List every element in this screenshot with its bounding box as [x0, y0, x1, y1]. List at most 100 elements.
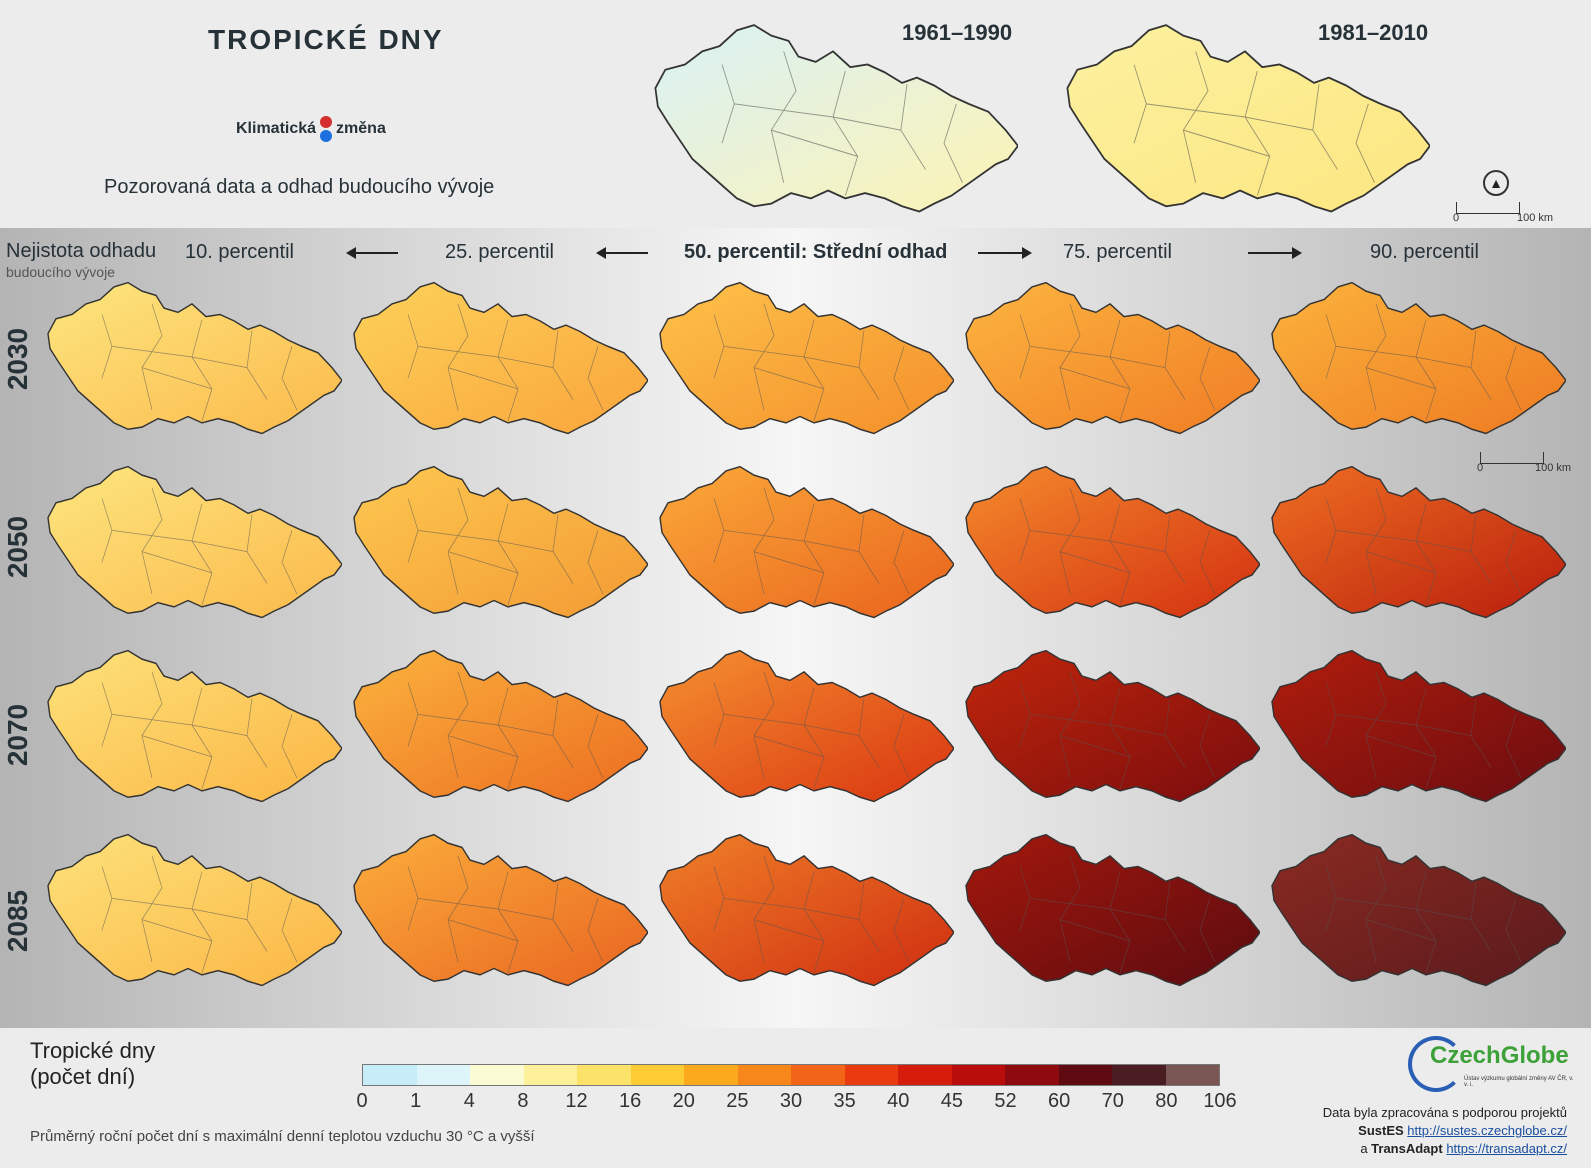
scale-zero-grid: 0 [1477, 462, 1484, 474]
legend-swatch [630, 1065, 684, 1085]
uncertainty-sublabel: budoucího vývoje [6, 264, 115, 280]
credits-line1: Data byla zpracována s podporou projektů [1322, 1105, 1567, 1120]
legend-swatch [523, 1065, 577, 1085]
legend-note: Průměrný roční počet dní s maximální den… [30, 1128, 535, 1145]
map-2030-p10 [47, 281, 342, 435]
legend-tick-label: 4 [463, 1090, 475, 1112]
period-label-1981-2010: 1981–2010 [1318, 20, 1429, 45]
map-2030-p75 [965, 281, 1260, 435]
map-2050-p50 [659, 465, 954, 619]
project-1-link[interactable]: http://sustes.czechglobe.cz/ [1407, 1123, 1567, 1138]
map-2050-p75 [965, 465, 1260, 619]
percentile-25-label: 25. percentil [445, 241, 554, 263]
year-label-2030: 2030 [2, 327, 33, 391]
map-2050-p90 [1271, 465, 1566, 619]
map-2085-p90 [1271, 833, 1566, 987]
legend-color-bar [362, 1064, 1220, 1086]
legend-tick-label: 8 [517, 1090, 529, 1112]
legend-swatch [951, 1065, 1005, 1085]
legend-swatch [898, 1065, 952, 1085]
map-2030-p25 [353, 281, 648, 435]
map-2050-p25 [353, 465, 648, 619]
observed-map-1981-2010 [1066, 24, 1430, 213]
legend-swatch [1058, 1065, 1112, 1085]
scale-km-grid: 100 km [1535, 462, 1572, 474]
legend-tick-label: 0 [356, 1090, 368, 1112]
period-label-1961-1990: 1961–1990 [902, 20, 1013, 45]
legend-swatch [791, 1065, 845, 1085]
legend-swatch [416, 1065, 470, 1085]
project-2-link[interactable]: https://transadapt.cz/ [1446, 1141, 1567, 1156]
czechglobe-name: CzechGlobe [1430, 1042, 1569, 1069]
project-2-name: TransAdapt [1371, 1141, 1443, 1156]
scale-zero-top: 0 [1453, 212, 1460, 224]
logo-text-right: změna [336, 120, 386, 137]
logo-dots-icon [320, 116, 333, 142]
year-label-2085: 2085 [2, 889, 33, 953]
map-2085-p10 [47, 833, 342, 987]
project-1-name: SustES [1358, 1123, 1404, 1138]
arrow-left-icon [596, 247, 648, 259]
legend-tick-label: 1 [410, 1090, 422, 1112]
legend-swatch [1112, 1065, 1166, 1085]
map-2030-p90 [1271, 281, 1566, 435]
legend-swatch [470, 1065, 524, 1085]
percentile-50-label: 50. percentil: Střední odhad [684, 241, 948, 263]
page-title: TROPICKÉ DNY [208, 24, 444, 55]
project-2-prefix: a [1360, 1141, 1368, 1156]
legend-tick-label: 25 [726, 1090, 749, 1112]
year-label-2070: 2070 [2, 703, 33, 767]
observed-map-1961-1990 [654, 24, 1018, 213]
legend-tick-label: 80 [1155, 1090, 1178, 1112]
legend-tick-label: 35 [833, 1090, 856, 1112]
map-2070-p75 [965, 649, 1260, 803]
percentile-10-label: 10. percentil [185, 241, 294, 263]
legend-tick-label: 60 [1048, 1090, 1071, 1112]
map-2070-p90 [1271, 649, 1566, 803]
logo-text-left: Klimatická [236, 120, 317, 137]
legend-band [0, 1028, 1591, 1168]
percentile-75-label: 75. percentil [1063, 241, 1172, 263]
scale-km-top: 100 km [1517, 212, 1554, 224]
legend-swatch [844, 1065, 898, 1085]
klimaticka-zmena-logo: Klimatická změna [236, 116, 386, 142]
map-2085-p75 [965, 833, 1260, 987]
legend-tick-label: 45 [940, 1090, 963, 1112]
legend-title-line1: Tropické dny [30, 1038, 156, 1063]
legend-tick-label: 70 [1101, 1090, 1124, 1112]
czechglobe-subtitle: Ústav výzkumu globální změny AV ČR, v. v… [1464, 1076, 1574, 1088]
scale-bar-top [1456, 202, 1520, 214]
arrow-right-icon [1248, 247, 1302, 259]
map-2070-p25 [353, 649, 648, 803]
map-2070-p10 [47, 649, 342, 803]
czechglobe-logo: CzechGlobe Ústav výzkumu globální změny … [1408, 1036, 1578, 1092]
legend-swatch [577, 1065, 631, 1085]
percentile-90-label: 90. percentil [1370, 241, 1479, 263]
scale-bar-grid [1480, 452, 1544, 464]
legend-tick-label: 106 [1203, 1090, 1237, 1112]
legend-swatch [684, 1065, 738, 1085]
map-2050-p10 [47, 465, 342, 619]
czechglobe-arc-icon [1408, 1036, 1464, 1092]
legend-tick-label: 52 [994, 1090, 1017, 1112]
credits: Data byla zpracována s podporou projektů… [1323, 1104, 1567, 1158]
legend-tick-label: 16 [619, 1090, 642, 1112]
map-2070-p50 [659, 649, 954, 803]
arrow-left-icon [346, 247, 398, 259]
legend-tick-label: 40 [887, 1090, 910, 1112]
legend-swatch [1165, 1065, 1219, 1085]
legend-swatch [363, 1065, 417, 1085]
legend-tick-label: 12 [565, 1090, 588, 1112]
map-2085-p50 [659, 833, 954, 987]
map-2030-p50 [659, 281, 954, 435]
map-2085-p25 [353, 833, 648, 987]
legend-swatch [1005, 1065, 1059, 1085]
legend-title-line2: (počet dní) [30, 1064, 136, 1089]
uncertainty-label: Nejistota odhadu [6, 240, 157, 262]
legend-swatch [737, 1065, 791, 1085]
legend-tick-label: 20 [672, 1090, 695, 1112]
arrow-right-icon [978, 247, 1032, 259]
legend-tick-label: 30 [779, 1090, 803, 1112]
north-arrow-icon: ▲ [1483, 170, 1509, 196]
legend-title: Tropické dny (počet dní) [30, 1038, 155, 1090]
